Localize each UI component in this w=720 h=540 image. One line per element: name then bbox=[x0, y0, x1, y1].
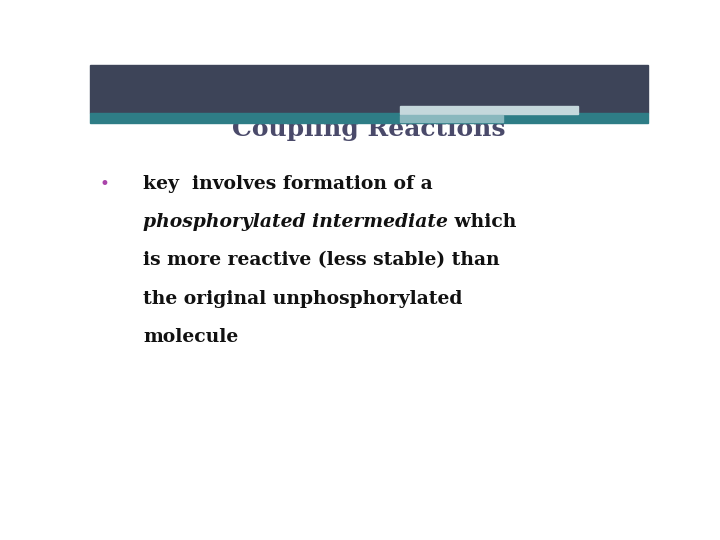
Bar bbox=[90, 113, 648, 123]
Bar bbox=[400, 114, 503, 122]
Text: the original unphosphorylated: the original unphosphorylated bbox=[143, 290, 462, 308]
Text: which: which bbox=[448, 213, 516, 231]
Text: Coupling Reactions: Coupling Reactions bbox=[233, 117, 505, 141]
Text: molecule: molecule bbox=[143, 328, 238, 346]
Text: •: • bbox=[99, 175, 109, 193]
Text: key  involves formation of a: key involves formation of a bbox=[143, 175, 433, 193]
Text: phosphorylated intermediate: phosphorylated intermediate bbox=[143, 213, 448, 231]
Text: is more reactive (less stable) than: is more reactive (less stable) than bbox=[143, 252, 500, 269]
Bar bbox=[400, 106, 578, 114]
Bar bbox=[90, 65, 648, 113]
